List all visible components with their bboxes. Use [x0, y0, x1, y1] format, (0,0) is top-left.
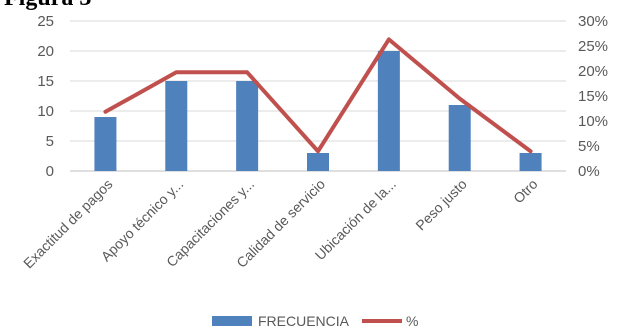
left-y-tick-label: 5	[46, 133, 54, 150]
right-y-tick-label: 20%	[578, 63, 608, 80]
bar	[377, 51, 400, 171]
left-y-tick-label: 15	[37, 73, 54, 90]
right-y-tick-label: 30%	[578, 13, 608, 30]
left-y-axis: 0 5 10 15 20 25	[37, 13, 54, 180]
right-y-tick-label: 5%	[578, 138, 600, 155]
left-y-tick-label: 25	[37, 13, 54, 30]
right-y-tick-label: 25%	[578, 38, 608, 55]
right-y-tick-label: 10%	[578, 113, 608, 130]
right-y-tick-label: 15%	[578, 88, 608, 105]
x-category-label: Peso justo	[412, 176, 470, 234]
left-y-tick-label: 20	[37, 43, 54, 60]
gridlines	[70, 20, 566, 172]
line-point	[530, 150, 532, 152]
bar-series	[94, 51, 542, 171]
bar	[165, 81, 188, 171]
right-y-tick-label: 0%	[578, 163, 600, 180]
line-point	[246, 71, 248, 73]
line-point	[317, 150, 319, 152]
bar	[448, 105, 471, 171]
figure-title: Figura 3	[4, 0, 91, 11]
legend-label-percent: %	[406, 313, 418, 329]
line-series	[103, 37, 533, 154]
right-y-axis: 0% 5% 10% 15% 20% 25% 30%	[578, 13, 608, 180]
bar	[307, 153, 329, 171]
legend: FRECUENCIA %	[212, 313, 418, 329]
legend-bar-swatch	[212, 316, 252, 326]
bar	[94, 117, 117, 171]
bar	[236, 81, 259, 171]
left-y-tick-label: 10	[37, 103, 54, 120]
left-y-tick-label: 0	[46, 163, 54, 180]
legend-label-frecuencia: FRECUENCIA	[258, 313, 350, 329]
line-point	[459, 98, 461, 100]
line-point	[104, 111, 106, 113]
line-point	[388, 38, 390, 40]
bar	[519, 153, 542, 171]
line-point	[175, 71, 177, 73]
x-category-label: Otro	[510, 176, 541, 207]
